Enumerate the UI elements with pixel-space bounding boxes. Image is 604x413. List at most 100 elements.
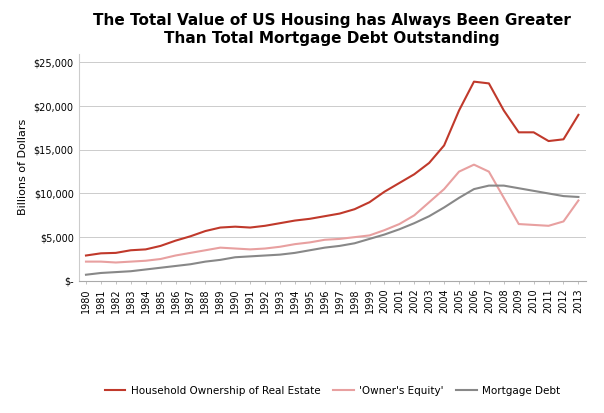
Mortgage Debt — [455, 195, 463, 200]
'Owner's Equity' — [366, 233, 373, 238]
Household Ownership of Real Estate — [246, 225, 254, 230]
'Owner's Equity' — [500, 195, 507, 200]
'Owner's Equity' — [277, 244, 284, 249]
Mortgage Debt — [560, 194, 567, 199]
'Owner's Equity' — [157, 256, 164, 261]
Title: The Total Value of US Housing has Always Been Greater
Than Total Mortgage Debt O: The Total Value of US Housing has Always… — [93, 13, 571, 45]
'Owner's Equity' — [142, 258, 149, 263]
Mortgage Debt — [306, 248, 313, 253]
'Owner's Equity' — [575, 198, 582, 203]
Mortgage Debt — [142, 267, 149, 272]
Mortgage Debt — [515, 186, 522, 191]
'Owner's Equity' — [112, 260, 120, 265]
Mortgage Debt — [545, 191, 552, 196]
Household Ownership of Real Estate — [127, 248, 134, 253]
Household Ownership of Real Estate — [82, 253, 89, 258]
Household Ownership of Real Estate — [471, 79, 478, 84]
Mortgage Debt — [500, 183, 507, 188]
'Owner's Equity' — [485, 169, 492, 174]
Household Ownership of Real Estate — [396, 180, 403, 185]
Mortgage Debt — [575, 195, 582, 199]
Household Ownership of Real Estate — [381, 189, 388, 194]
Mortgage Debt — [530, 188, 538, 193]
'Owner's Equity' — [560, 219, 567, 224]
Household Ownership of Real Estate — [500, 108, 507, 113]
'Owner's Equity' — [231, 246, 239, 251]
'Owner's Equity' — [440, 187, 448, 192]
Household Ownership of Real Estate — [231, 224, 239, 229]
'Owner's Equity' — [202, 248, 209, 253]
Household Ownership of Real Estate — [455, 108, 463, 113]
Household Ownership of Real Estate — [545, 139, 552, 144]
Household Ownership of Real Estate — [172, 238, 179, 243]
'Owner's Equity' — [336, 236, 343, 241]
'Owner's Equity' — [411, 213, 418, 218]
Household Ownership of Real Estate — [575, 112, 582, 117]
Mortgage Debt — [366, 236, 373, 241]
Household Ownership of Real Estate — [112, 250, 120, 255]
Household Ownership of Real Estate — [277, 221, 284, 225]
Mortgage Debt — [246, 254, 254, 259]
Mortgage Debt — [231, 255, 239, 260]
'Owner's Equity' — [187, 250, 194, 255]
Mortgage Debt — [381, 232, 388, 237]
Household Ownership of Real Estate — [97, 251, 104, 256]
Household Ownership of Real Estate — [321, 214, 329, 218]
'Owner's Equity' — [127, 259, 134, 264]
'Owner's Equity' — [321, 237, 329, 242]
Mortgage Debt — [82, 272, 89, 277]
Mortgage Debt — [411, 221, 418, 225]
Mortgage Debt — [321, 245, 329, 250]
'Owner's Equity' — [545, 223, 552, 228]
'Owner's Equity' — [426, 200, 433, 205]
Mortgage Debt — [291, 250, 298, 255]
Household Ownership of Real Estate — [291, 218, 298, 223]
Mortgage Debt — [157, 265, 164, 270]
Household Ownership of Real Estate — [485, 81, 492, 86]
Household Ownership of Real Estate — [515, 130, 522, 135]
Line: Mortgage Debt: Mortgage Debt — [86, 185, 579, 275]
Mortgage Debt — [485, 183, 492, 188]
'Owner's Equity' — [291, 242, 298, 247]
Legend: Household Ownership of Real Estate, 'Owner's Equity', Mortgage Debt: Household Ownership of Real Estate, 'Own… — [100, 382, 564, 400]
'Owner's Equity' — [246, 247, 254, 252]
Household Ownership of Real Estate — [426, 160, 433, 165]
Mortgage Debt — [112, 270, 120, 275]
Household Ownership of Real Estate — [411, 172, 418, 177]
Line: Household Ownership of Real Estate: Household Ownership of Real Estate — [86, 82, 579, 256]
Household Ownership of Real Estate — [440, 143, 448, 148]
Household Ownership of Real Estate — [217, 225, 224, 230]
'Owner's Equity' — [471, 162, 478, 167]
'Owner's Equity' — [97, 259, 104, 264]
'Owner's Equity' — [455, 169, 463, 174]
Mortgage Debt — [202, 259, 209, 264]
'Owner's Equity' — [172, 253, 179, 258]
Y-axis label: Billions of Dollars: Billions of Dollars — [18, 119, 28, 216]
Household Ownership of Real Estate — [202, 228, 209, 233]
Household Ownership of Real Estate — [351, 207, 358, 212]
Mortgage Debt — [217, 257, 224, 262]
Household Ownership of Real Estate — [187, 234, 194, 239]
Mortgage Debt — [172, 263, 179, 268]
Mortgage Debt — [262, 253, 269, 258]
'Owner's Equity' — [82, 259, 89, 264]
Household Ownership of Real Estate — [366, 200, 373, 205]
Household Ownership of Real Estate — [336, 211, 343, 216]
'Owner's Equity' — [351, 235, 358, 240]
'Owner's Equity' — [515, 221, 522, 226]
'Owner's Equity' — [396, 221, 403, 226]
Mortgage Debt — [426, 214, 433, 218]
Mortgage Debt — [336, 243, 343, 248]
'Owner's Equity' — [530, 223, 538, 228]
'Owner's Equity' — [217, 245, 224, 250]
Mortgage Debt — [396, 227, 403, 232]
'Owner's Equity' — [381, 228, 388, 233]
Household Ownership of Real Estate — [306, 216, 313, 221]
Mortgage Debt — [97, 271, 104, 275]
Household Ownership of Real Estate — [157, 243, 164, 248]
Line: 'Owner's Equity': 'Owner's Equity' — [86, 165, 579, 263]
Household Ownership of Real Estate — [530, 130, 538, 135]
Mortgage Debt — [471, 187, 478, 192]
Household Ownership of Real Estate — [142, 247, 149, 252]
Mortgage Debt — [187, 262, 194, 267]
